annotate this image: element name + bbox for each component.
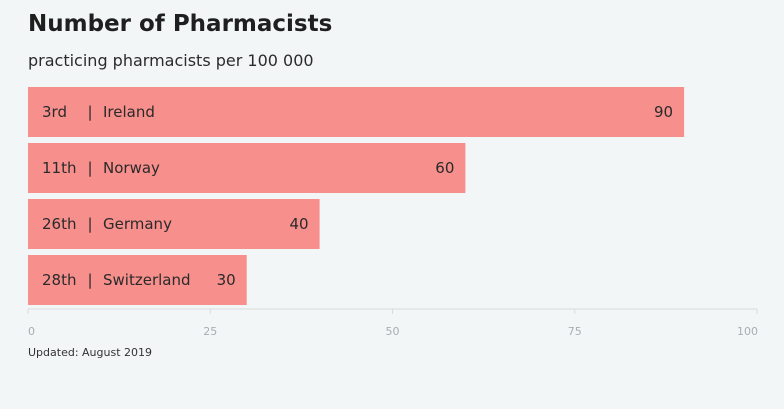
bar-value-label: 60 bbox=[435, 159, 454, 177]
chart-subtitle: practicing pharmacists per 100 000 bbox=[28, 51, 314, 70]
bar-country-label: Ireland bbox=[103, 103, 155, 121]
bar bbox=[28, 199, 320, 249]
bar-value-label: 40 bbox=[290, 215, 309, 233]
x-axis-tick-label: 25 bbox=[203, 325, 217, 338]
bar-country-label: Germany bbox=[103, 215, 172, 233]
bar-separator: | bbox=[87, 215, 92, 233]
bar bbox=[28, 87, 685, 137]
bar bbox=[28, 255, 247, 305]
bar-country-label: Norway bbox=[103, 159, 160, 177]
x-axis-tick-label: 50 bbox=[386, 325, 400, 338]
bar-value-label: 90 bbox=[654, 103, 673, 121]
bar-rank-label: 26th bbox=[42, 215, 76, 233]
bar-separator: | bbox=[87, 159, 92, 177]
bar-rank-label: 3rd bbox=[42, 103, 67, 121]
bar-value-label: 30 bbox=[217, 271, 236, 289]
bar-country-label: Switzerland bbox=[103, 271, 191, 289]
bar-separator: | bbox=[87, 271, 92, 289]
x-axis-tick-label: 100 bbox=[737, 325, 758, 338]
update-footnote: Updated: August 2019 bbox=[28, 346, 153, 359]
bar bbox=[28, 143, 466, 193]
x-axis-tick-label: 75 bbox=[568, 325, 582, 338]
bar-rank-label: 28th bbox=[42, 271, 76, 289]
x-axis-tick-label: 0 bbox=[28, 325, 35, 338]
chart-title: Number of Pharmacists bbox=[28, 11, 333, 37]
bar-separator: | bbox=[87, 103, 92, 121]
bar-rank-label: 11th bbox=[42, 159, 76, 177]
